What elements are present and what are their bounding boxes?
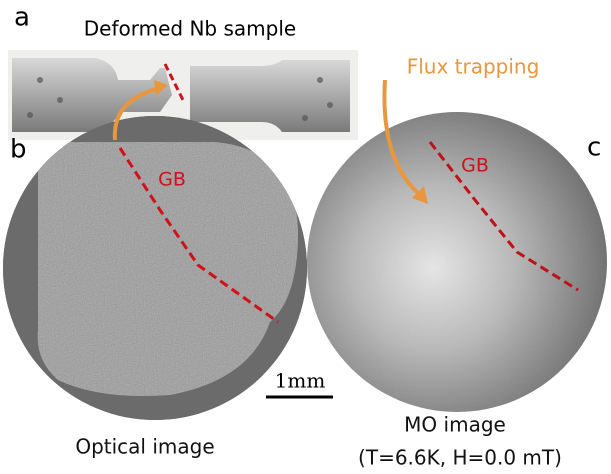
gb-label: GB	[461, 155, 489, 177]
optical-image	[0, 100, 320, 440]
gb-label: GB	[158, 169, 186, 191]
figure: a Deformed Nb sample b c Flux trapping G…	[0, 0, 611, 474]
flux-label: Flux trapping	[407, 55, 540, 79]
caption: MO image	[404, 413, 506, 437]
scale-label: 1mm	[275, 369, 326, 393]
panel-label: c	[587, 133, 601, 163]
panel-label: a	[14, 3, 30, 33]
caption: Optical image	[75, 435, 214, 459]
panel-title: Deformed Nb sample	[84, 17, 296, 41]
mo-image	[300, 110, 611, 420]
panel-label: b	[10, 135, 27, 165]
subcaption: (T=6.6K, H=0.0 mT)	[358, 446, 562, 470]
